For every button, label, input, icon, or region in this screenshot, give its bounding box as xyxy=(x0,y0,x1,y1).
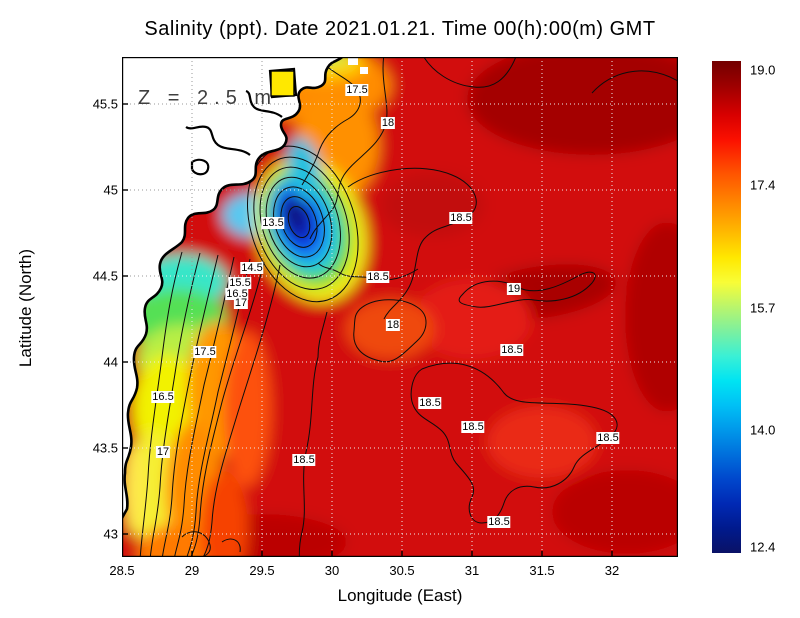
contour-label: 18.5 xyxy=(487,516,511,528)
map-plot-area: Z = 2.5 m 17.5 18 13.5 14.5 15.5 16.5 17 17.5 16… xyxy=(122,57,678,557)
y-tick-label: 43 xyxy=(103,526,118,542)
contour-label: 18 xyxy=(380,117,396,129)
x-tick-label: 28.5 xyxy=(109,563,135,578)
y-tick-label: 45.5 xyxy=(92,96,118,112)
contour-label: 17.5 xyxy=(345,84,369,96)
axis-tick-marks xyxy=(122,103,613,557)
contour-label: 17 xyxy=(233,297,249,309)
contour-label: 18.5 xyxy=(292,454,316,466)
colorbar-tick-label: 15.7 xyxy=(750,300,776,316)
contour-label: 18.5 xyxy=(418,397,442,409)
data-gap xyxy=(348,57,358,65)
colorbar-tick-label: 14.0 xyxy=(750,422,776,438)
contour-label: 14.5 xyxy=(240,262,264,274)
contour-label: 17 xyxy=(155,446,171,458)
y-tick-label: 45 xyxy=(103,182,118,198)
contour-label: 17.5 xyxy=(193,346,217,358)
colorbar-tick-label: 17.4 xyxy=(750,177,776,193)
x-tick-label: 30 xyxy=(324,563,340,578)
contour-label: 18 xyxy=(385,319,401,331)
x-tick-label: 29 xyxy=(184,563,200,578)
contour-lines xyxy=(139,57,678,557)
y-tick-label: 43.5 xyxy=(92,440,118,456)
depth-annotation: Z = 2.5 m xyxy=(138,87,278,109)
data-gap xyxy=(360,67,368,74)
y-tick-label: 44.5 xyxy=(92,268,118,284)
contour-label: 18.5 xyxy=(366,271,390,283)
contour-label: 13.5 xyxy=(261,217,285,229)
x-tick-label: 29.5 xyxy=(249,563,275,578)
contour-label: 18.5 xyxy=(461,421,485,433)
land-coastline xyxy=(122,57,368,520)
chart-title: Salinity (ppt). Date 2021.01.21. Time 00… xyxy=(144,18,656,40)
x-axis-label: Longitude (East) xyxy=(337,586,463,605)
contour-label: 18.5 xyxy=(449,212,473,224)
y-axis-label: Latitude (North) xyxy=(16,248,35,368)
lagoon-salinity-patch xyxy=(270,70,295,97)
contour-label: 19 xyxy=(506,283,522,295)
x-tick-label: 30.5 xyxy=(389,563,415,578)
colorbar-tick-label: 19.0 xyxy=(750,62,776,78)
plot-frame xyxy=(122,57,678,557)
colorbar xyxy=(712,61,741,553)
contour-label: 15.5 xyxy=(228,277,252,289)
salinity-field-canvas xyxy=(122,57,678,557)
contour-label: 18.5 xyxy=(596,432,620,444)
x-tick-label: 31 xyxy=(464,563,480,578)
x-tick-label: 31.5 xyxy=(529,563,555,578)
y-tick-label: 44 xyxy=(103,354,118,370)
contour-label: 16.5 xyxy=(151,391,175,403)
x-tick-label: 32 xyxy=(604,563,620,578)
contour-label: 18.5 xyxy=(500,344,524,356)
colorbar-tick-label: 12.4 xyxy=(750,539,776,555)
